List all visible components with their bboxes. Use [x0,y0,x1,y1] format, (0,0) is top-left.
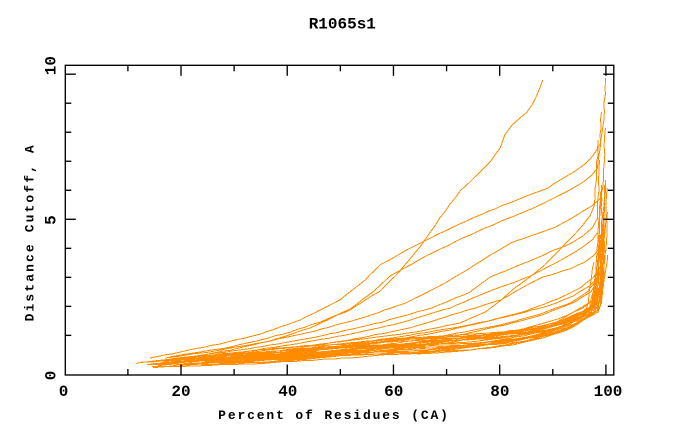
svg-text:5: 5 [43,215,61,225]
svg-text:60: 60 [384,383,403,401]
svg-text:100: 100 [594,383,623,401]
svg-text:80: 80 [490,383,509,401]
svg-text:0: 0 [43,371,61,381]
svg-text:Distance Cutoff, A: Distance Cutoff, A [23,143,38,321]
svg-text:20: 20 [171,383,190,401]
svg-text:0: 0 [59,383,69,401]
svg-text:10: 10 [43,56,61,75]
svg-text:Percent of Residues (CA): Percent of Residues (CA) [218,408,450,423]
svg-text:40: 40 [278,383,297,401]
svg-text:R1065s1: R1065s1 [309,16,376,34]
